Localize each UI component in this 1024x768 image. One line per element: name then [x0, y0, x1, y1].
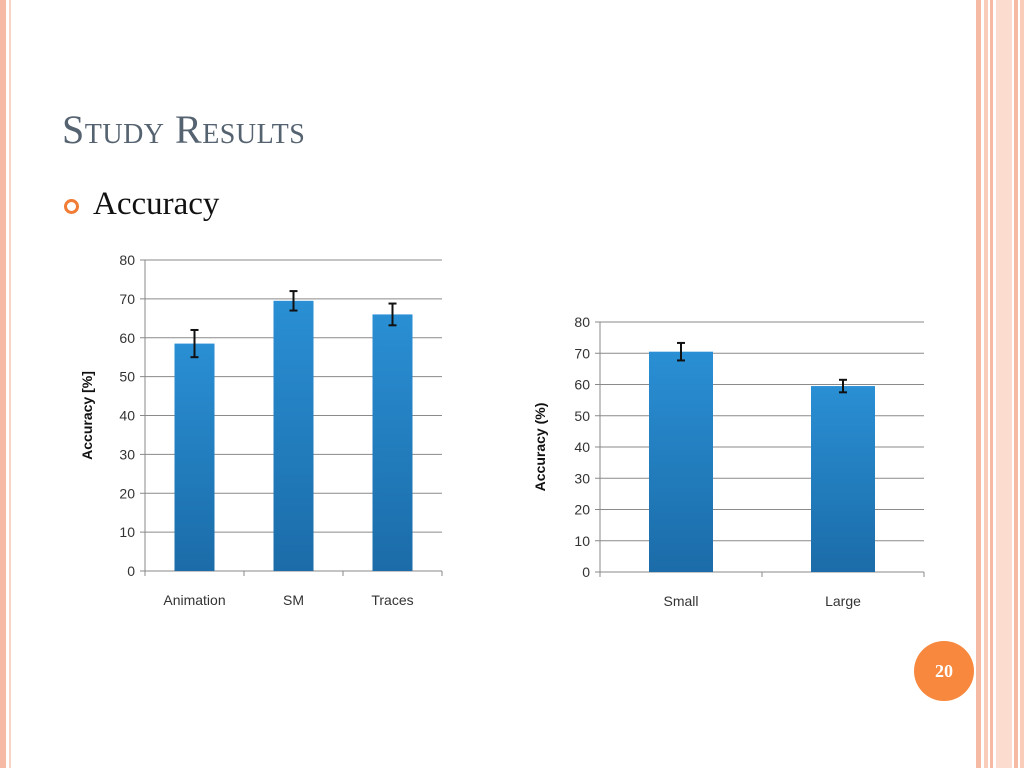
accuracy-by-method-chart: 0 10 20 30 40 50 60 70 80 Animation SM Traces Accura…	[70, 245, 460, 625]
y-tick-label: 80	[574, 314, 590, 330]
bar	[811, 386, 875, 572]
bar	[174, 343, 215, 571]
y-tick-label: 60	[119, 330, 135, 346]
slide-left-border-inner	[9, 0, 11, 768]
y-tick-label: 20	[119, 485, 135, 501]
x-tick-label: Animation	[163, 592, 225, 608]
y-axis-label: Accuracy (%)	[532, 403, 548, 492]
y-tick-label: 0	[127, 563, 135, 579]
y-tick-label: 60	[574, 377, 590, 393]
x-tick-label: Large	[825, 593, 861, 609]
bar	[649, 351, 713, 572]
x-tick-label: Small	[663, 593, 698, 609]
y-tick-label: 10	[574, 533, 590, 549]
y-tick-label: 10	[119, 524, 135, 540]
y-tick-label: 40	[574, 439, 590, 455]
page-number-badge: 20	[914, 641, 974, 701]
slide-right-border	[976, 0, 1024, 768]
y-tick-label: 70	[574, 345, 590, 361]
error-bar	[289, 290, 298, 312]
bar	[273, 300, 314, 571]
bullet-text: Accuracy	[93, 186, 220, 222]
x-tick-label: SM	[283, 592, 304, 608]
y-tick-label: 50	[574, 408, 590, 424]
error-bar	[677, 341, 685, 362]
y-tick-label: 20	[574, 502, 590, 518]
chart-svg-size: 0 10 20 30 40 50 60 70 80 Small Large Accuracy (%)	[532, 314, 925, 609]
bullet-item: Accuracy	[64, 186, 219, 223]
y-tick-label: 0	[582, 564, 590, 580]
accuracy-by-size-chart: 0 10 20 30 40 50 60 70 80 Small Large Accuracy (%)	[525, 305, 935, 625]
error-bar	[388, 302, 397, 327]
bar	[372, 314, 413, 571]
chart-svg-method: 0 10 20 30 40 50 60 70 80 Animation SM Traces Accura…	[79, 252, 443, 608]
y-tick-label: 80	[119, 252, 135, 268]
y-tick-label: 50	[119, 369, 135, 385]
slide-title: Study Results	[62, 107, 306, 152]
y-tick-label: 30	[119, 446, 135, 462]
error-bar	[190, 328, 199, 359]
y-tick-label: 30	[574, 470, 590, 486]
bullet-circle-icon	[64, 199, 79, 214]
y-tick-label: 40	[119, 408, 135, 424]
slide-left-border	[0, 0, 6, 768]
error-bar	[839, 378, 847, 394]
x-tick-label: Traces	[371, 592, 413, 608]
y-axis-label: Accuracy [%]	[79, 371, 95, 460]
y-tick-label: 70	[119, 291, 135, 307]
